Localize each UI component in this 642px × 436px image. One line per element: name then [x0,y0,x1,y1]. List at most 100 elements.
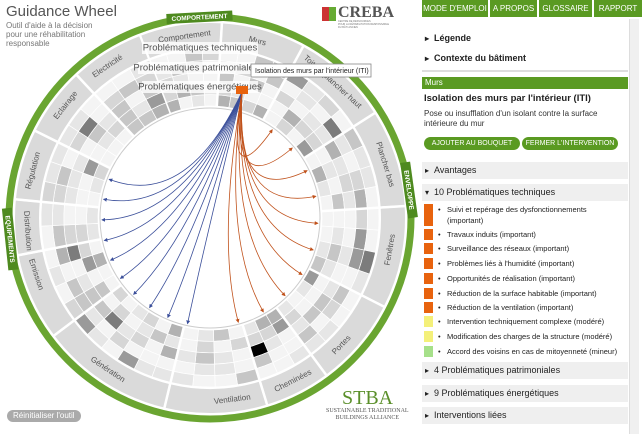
wheel-cell [344,208,357,229]
layer-label-bg [142,42,258,54]
link-arc [119,91,243,279]
group-tag: COMPORTEMENT [166,10,233,24]
wheel-cell [330,192,345,211]
logo-text: CREBA [338,4,395,21]
segment-label: Ventilation [213,393,251,406]
segment-divider [240,322,269,406]
wheel-cell [203,94,218,107]
link-arc [240,91,303,276]
layer-label-bg [142,81,258,93]
close-button[interactable]: FERMER L'INTERVENTION [522,137,618,150]
link-arc [149,91,243,309]
layer-label-bg [138,62,254,74]
wheel-cell [364,186,380,209]
segment-divider [274,305,328,377]
link-arc [103,91,243,242]
wheel-cell [190,94,206,108]
link-arc [227,91,243,323]
link-arc [238,91,286,297]
category-bar: Murs [422,77,628,89]
wheel-cell [195,340,215,354]
segment-divider [52,283,123,337]
nav-button[interactable]: GLOSSAIRE [539,0,592,17]
wheel-cell [63,203,77,226]
wheel-cell [214,373,238,388]
scrollbar[interactable] [629,19,639,434]
legend-toggle[interactable]: Légende [422,30,628,47]
segment-divider [307,266,386,309]
divider [422,70,628,72]
group-tag-bg [1,207,19,271]
link-arc [240,91,314,251]
group-label: EQUIPEMENTS [3,215,15,263]
section-toggle[interactable]: 9 Problématiques énergétiques [422,385,628,402]
wheel-cell [214,361,237,376]
nav-button[interactable]: RAPPORT [594,0,642,17]
tagline-line: BUILDINGS ALLIANCE [335,415,400,421]
link-arc [167,91,243,319]
logo-mark [322,7,336,21]
stba-logo: STBA [342,387,394,409]
wheel-cell [321,210,334,228]
section-toggle[interactable]: 4 Problématiques patrimoniales [422,362,628,379]
tooltip-bg [250,63,372,78]
segment-divider [163,324,186,409]
add-button[interactable]: AJOUTER AU BOUQUET [424,137,520,150]
technical-item: Travaux induits (important) [424,229,624,240]
technical-item: Opportunités de réalisation (important) [424,273,624,284]
layer-label: Problématiques énergétiques [138,82,262,93]
reset-button[interactable]: Réinitialiser l'outil [7,410,81,422]
app-title: Guidance Wheel [6,3,117,20]
logo-tagline: CENTRE DE RESSOURCES POUR LA RÉHABILITATI… [338,20,389,29]
wheel-cell [194,351,215,365]
link-arc [235,91,264,313]
group-tag: EQUIPEMENTS [1,207,19,271]
wheel-cell [366,207,380,231]
technical-item: Réduction de la surface habitable (impor… [424,288,624,299]
nav-button[interactable]: A PROPOS [490,0,537,17]
segment-divider [261,45,305,122]
segment-label: Distribution [22,210,34,251]
subtitle-line: responsable [6,39,50,48]
context-toggle[interactable]: Contexte du bâtiment [422,50,628,67]
section-toggle[interactable]: 10 Problématiques techniques [422,184,628,201]
intervention-title: Isolation des murs par l'intérieur (ITI) [424,93,591,104]
link-arc [186,91,243,325]
wheel-cell [216,94,232,109]
wheel-cell [319,194,334,212]
wheel-cell [40,201,54,227]
subtitle-line: pour une réhabilitation [6,30,86,39]
group-tag-bg [166,10,233,24]
segment-label-band [74,33,151,96]
section-toggle[interactable]: Avantages [422,162,628,179]
wheel-cell [213,328,231,342]
link-arc [133,91,243,295]
wheel-cell [74,204,88,225]
tagline-line: DU BÂTI ANCIEN [338,26,358,29]
technical-item: Intervention techniquement complexe (mod… [424,316,624,327]
technical-item: Suivi et repérage des dysfonctionnements… [424,204,624,226]
segment-divider [302,111,376,160]
technical-item: Accord des voisins en cas de mitoyenneté… [424,346,624,357]
group-label: COMPORTEMENT [171,13,227,23]
link-arc [101,91,243,222]
link-arc [108,91,243,186]
segment-divider [75,73,136,139]
group-tag-bg [400,161,418,219]
selected-cell [236,86,248,94]
wheel-center [99,107,321,329]
subtitle-line: Outil d'aide à la décision [6,21,93,30]
wheel-cell [192,374,216,388]
nav-button[interactable]: MODE D'EMPLOI [422,0,488,17]
tooltip: Isolation des murs par l'intérieur (ITI) [255,68,369,75]
wheel-cell [213,339,233,354]
wheel-cell [52,202,65,226]
section-toggle[interactable]: Interventions liées [422,407,628,424]
link-arc [241,91,319,226]
layer-label: Problématiques patrimoniales [133,63,258,74]
segment-divider [319,204,406,213]
technical-item: Surveillance des réseaux (important) [424,243,624,254]
tagline-line: SUSTAINABLE TRADITIONAL [326,408,409,414]
